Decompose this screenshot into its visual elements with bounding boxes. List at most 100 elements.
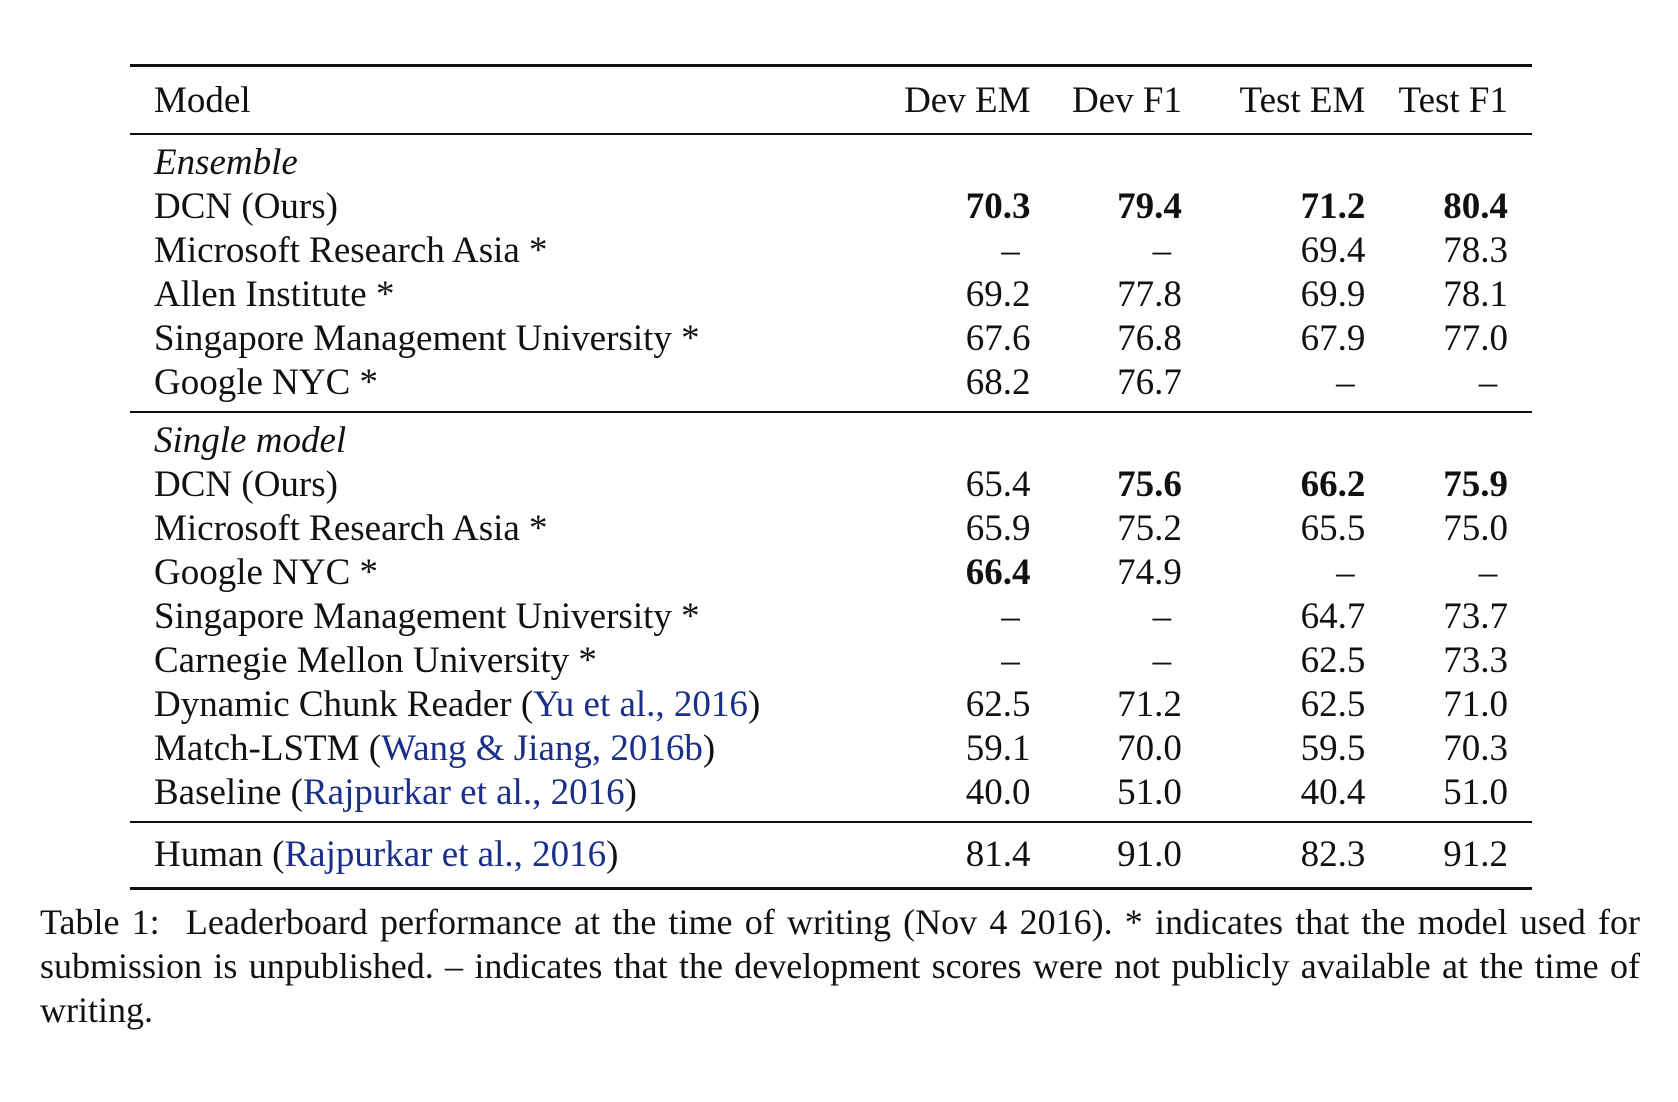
- score-cell-test-f1: –: [1389, 361, 1532, 413]
- score-cell-dev-em: 65.9: [854, 507, 1054, 551]
- score-value: 81.4: [965, 834, 1031, 875]
- score-value: –: [1152, 640, 1172, 681]
- citation-link[interactable]: Wang & Jiang, 2016b: [381, 728, 703, 769]
- section-heading-row: Single model: [130, 412, 1532, 463]
- model-name-cell: Google NYC *: [130, 551, 854, 595]
- score-cell-test-f1: 75.9: [1389, 463, 1532, 507]
- model-name: Singapore Management University *: [154, 318, 700, 359]
- score-cell-dev-f1: 76.7: [1054, 361, 1206, 413]
- score-cell-dev-f1: 75.6: [1054, 463, 1205, 507]
- score-value: –: [1152, 230, 1172, 271]
- model-name: Allen Institute *: [154, 274, 395, 315]
- score-value: 62.5: [1300, 684, 1366, 725]
- score-value: –: [1336, 362, 1355, 403]
- score-cell-test-f1: 70.3: [1389, 727, 1532, 771]
- model-name-cell: Allen Institute *: [130, 273, 854, 317]
- score-cell-test-em: 67.9: [1206, 317, 1390, 361]
- table-body: Ensemble DCN (Ours) 70.3 79.4 71.2 80.4 Micros…: [130, 134, 1532, 890]
- model-name: Baseline (: [154, 772, 303, 813]
- header-test-em: Test EM: [1205, 64, 1390, 135]
- score-value: 76.8: [1117, 318, 1182, 359]
- score-value: 69.9: [1300, 274, 1366, 315]
- score-value: –: [1001, 596, 1020, 637]
- score-cell-test-em: –: [1206, 551, 1390, 595]
- model-name: Singapore Management University *: [154, 596, 700, 637]
- score-cell-test-em: 62.5: [1206, 683, 1390, 727]
- score-cell-dev-em: –: [854, 595, 1054, 639]
- model-name: Google NYC *: [154, 552, 379, 593]
- model-name-suffix: ): [702, 728, 716, 769]
- table-row: Baseline (Rajpurkar et al., 2016) 40.0 51.…: [130, 771, 1532, 823]
- score-cell-test-f1: 73.7: [1389, 595, 1532, 639]
- model-name-cell: DCN (Ours): [130, 185, 854, 229]
- caption-label: Table 1:: [40, 902, 160, 942]
- model-name-cell: Microsoft Research Asia *: [130, 507, 854, 551]
- table-row: Google NYC * 68.2 76.7 – –: [130, 361, 1532, 413]
- score-value: 71.0: [1443, 684, 1508, 725]
- model-name-suffix: ): [747, 684, 761, 725]
- table-row: Singapore Management University * – – 64.7 7…: [130, 595, 1532, 639]
- score-cell-test-em: 69.9: [1206, 273, 1390, 317]
- table-caption: Table 1: Leaderboard performance at the …: [40, 900, 1640, 1032]
- score-value: 67.9: [1300, 318, 1366, 359]
- model-name: Google NYC *: [154, 362, 379, 403]
- score-cell-dev-f1: 74.9: [1054, 551, 1205, 595]
- score-value: 66.4: [965, 552, 1031, 593]
- human-performance-row: Human (Rajpurkar et al., 2016) 81.4 91.0 82…: [130, 822, 1532, 890]
- score-cell-test-f1: 77.0: [1389, 317, 1532, 361]
- model-name: Carnegie Mellon University *: [154, 640, 597, 681]
- section-heading-row: Ensemble: [130, 134, 1532, 185]
- score-cell-dev-em: 59.1: [854, 727, 1054, 771]
- model-name: DCN (Ours): [154, 464, 338, 505]
- score-value: 74.9: [1117, 552, 1182, 593]
- score-cell-dev-f1: 79.4: [1054, 185, 1205, 229]
- score-cell-dev-em: –: [854, 229, 1054, 273]
- score-cell-dev-em: 65.4: [854, 463, 1054, 507]
- model-name-cell: DCN (Ours): [130, 463, 854, 507]
- score-cell-dev-em: 68.2: [854, 361, 1055, 413]
- score-value: 73.3: [1443, 640, 1508, 681]
- score-value: 67.6: [965, 318, 1031, 359]
- score-value: 65.9: [965, 508, 1031, 549]
- citation-link[interactable]: Rajpurkar et al., 2016: [302, 772, 625, 813]
- score-cell-dev-em: 40.0: [854, 771, 1055, 823]
- citation-link[interactable]: Rajpurkar et al., 2016: [284, 834, 607, 875]
- score-cell-dev-f1: 70.0: [1054, 727, 1205, 771]
- score-value: 82.3: [1300, 834, 1366, 875]
- model-name: Human (: [154, 834, 285, 875]
- score-cell-dev-em: 66.4: [854, 551, 1054, 595]
- header-dev-em: Dev EM: [854, 64, 1055, 135]
- score-value: 70.3: [1443, 728, 1508, 769]
- score-cell-test-em: 59.5: [1206, 727, 1390, 771]
- header-dev-f1: Dev F1: [1054, 64, 1206, 135]
- table-row: Microsoft Research Asia * 65.9 75.2 65.5 75.…: [130, 507, 1532, 551]
- model-name: DCN (Ours): [154, 186, 338, 227]
- score-value: 40.0: [965, 772, 1031, 813]
- table-row: Microsoft Research Asia * – – 69.4 78.3: [130, 229, 1532, 273]
- score-value: 76.7: [1117, 362, 1182, 403]
- score-value: 78.3: [1443, 230, 1508, 271]
- score-cell-dev-f1: –: [1054, 639, 1205, 683]
- score-cell-test-f1: 91.2: [1389, 822, 1532, 890]
- score-value: 75.9: [1443, 464, 1508, 505]
- score-value: –: [1336, 552, 1355, 593]
- model-name-cell: Singapore Management University *: [130, 317, 854, 361]
- score-cell-test-em: 62.5: [1206, 639, 1390, 683]
- score-value: 73.7: [1443, 596, 1508, 637]
- section-heading: Single model: [154, 420, 347, 461]
- score-cell-dev-f1: 75.2: [1054, 507, 1205, 551]
- score-value: 75.6: [1117, 464, 1182, 505]
- score-cell-dev-em: 69.2: [854, 273, 1054, 317]
- results-table-container: Model Dev EM Dev F1 Test EM Test F1 Ense…: [130, 64, 1532, 890]
- score-value: –: [1478, 552, 1498, 593]
- model-name: Dynamic Chunk Reader (: [154, 684, 534, 725]
- model-name-cell: Human (Rajpurkar et al., 2016): [130, 822, 855, 890]
- score-cell-dev-em: 81.4: [854, 822, 1055, 890]
- header-test-f1: Test F1: [1389, 64, 1532, 135]
- header-model: Model: [130, 64, 855, 135]
- citation-link[interactable]: Yu et al., 2016: [533, 684, 748, 725]
- caption-text: Leaderboard performance at the time of w…: [40, 902, 1641, 1030]
- score-cell-dev-f1: 91.0: [1054, 822, 1206, 890]
- score-value: 80.4: [1443, 186, 1508, 227]
- model-name-cell: Baseline (Rajpurkar et al., 2016): [130, 771, 855, 823]
